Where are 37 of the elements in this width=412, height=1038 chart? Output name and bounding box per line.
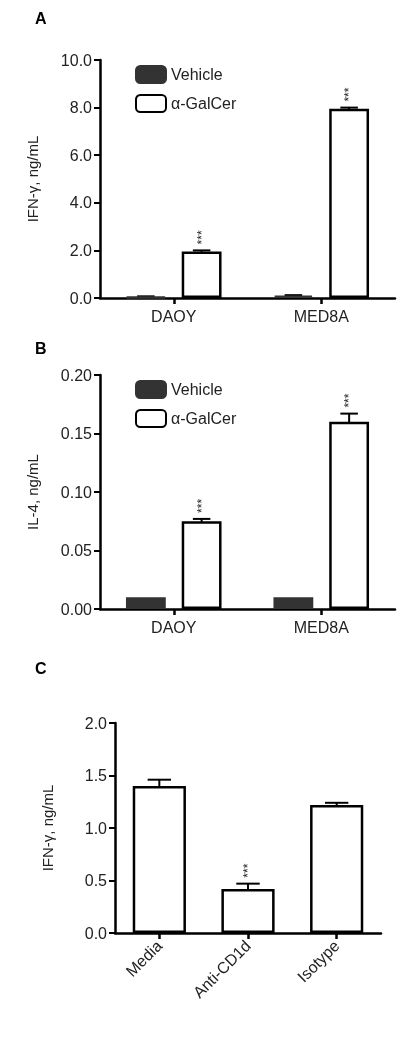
legend-label: Vehicle [171,66,223,83]
x-tick-label: MED8A [293,307,350,325]
y-axis-title: IFN-γ, ng/mL [39,784,56,872]
bar [125,597,166,609]
y-tick-label: 4.0 [69,194,93,212]
data-label: *** [241,863,255,878]
y-tick-label: 8.0 [69,99,93,117]
chart-title: A [35,9,47,27]
y-axis-title: IFN-γ, ng/mL [24,135,41,223]
y-tick-label: 0.0 [84,924,108,942]
y-tick-label: 10.0 [60,51,93,69]
y-tick-label: 0.00 [60,600,93,618]
data-label: *** [342,87,357,102]
data-label: *** [194,230,209,245]
y-tick-label: 2.0 [84,714,108,732]
y-tick-label: 6.0 [69,146,93,164]
legend-label: α-GalCer [171,410,237,427]
y-tick-label: 1.0 [84,819,108,837]
data-label: *** [194,498,209,513]
chart-title: B [35,339,47,357]
x-tick-label: DAOY [151,307,197,325]
y-tick-label: 1.5 [84,767,108,784]
x-tick-label: DAOY [151,618,197,636]
y-tick-label: 0.15 [60,425,93,442]
legend-label: Vehicle [171,381,223,398]
y-tick-label: 0.10 [60,483,93,501]
y-tick-label: 0.5 [84,872,108,889]
legend-label: α-GalCer [171,95,237,112]
y-tick-label: 2.0 [69,241,93,259]
bar [273,597,314,609]
x-tick-label: MED8A [293,618,350,636]
y-tick-label: 0.05 [60,542,93,559]
chart-title: C [35,659,47,677]
y-tick-label: 0.0 [69,289,93,307]
data-label: *** [342,393,357,408]
y-axis-title: IL-4, ng/mL [24,454,41,530]
y-tick-label: 0.20 [60,366,93,384]
